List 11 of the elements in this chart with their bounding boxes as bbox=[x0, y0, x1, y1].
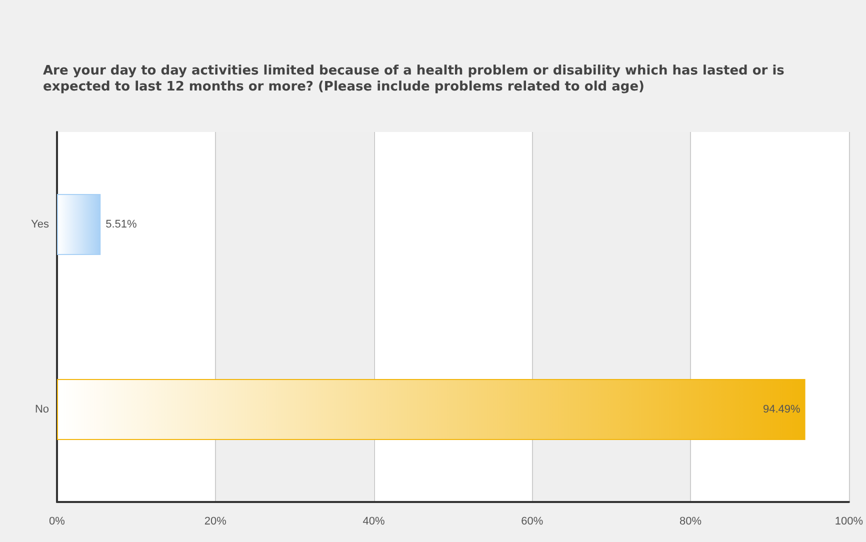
x-tick-label: 80% bbox=[680, 516, 702, 528]
x-tick-label: 40% bbox=[362, 516, 385, 528]
y-tick-label: No bbox=[34, 404, 49, 416]
x-tick-label: 60% bbox=[521, 516, 544, 528]
y-tick-label: Yes bbox=[31, 218, 50, 230]
data-label: 94.49% bbox=[762, 404, 801, 416]
x-tick-label: 100% bbox=[834, 516, 864, 528]
x-tick-label: 0% bbox=[49, 516, 66, 528]
data-label: 5.51% bbox=[106, 218, 138, 230]
x-tick-label: 20% bbox=[204, 516, 227, 528]
chart-title: Are your day to day activities limited because of a health problem or disability which has lasted or is expected to last 12 months or more? (Please include problems related to old age) bbox=[43, 64, 789, 94]
